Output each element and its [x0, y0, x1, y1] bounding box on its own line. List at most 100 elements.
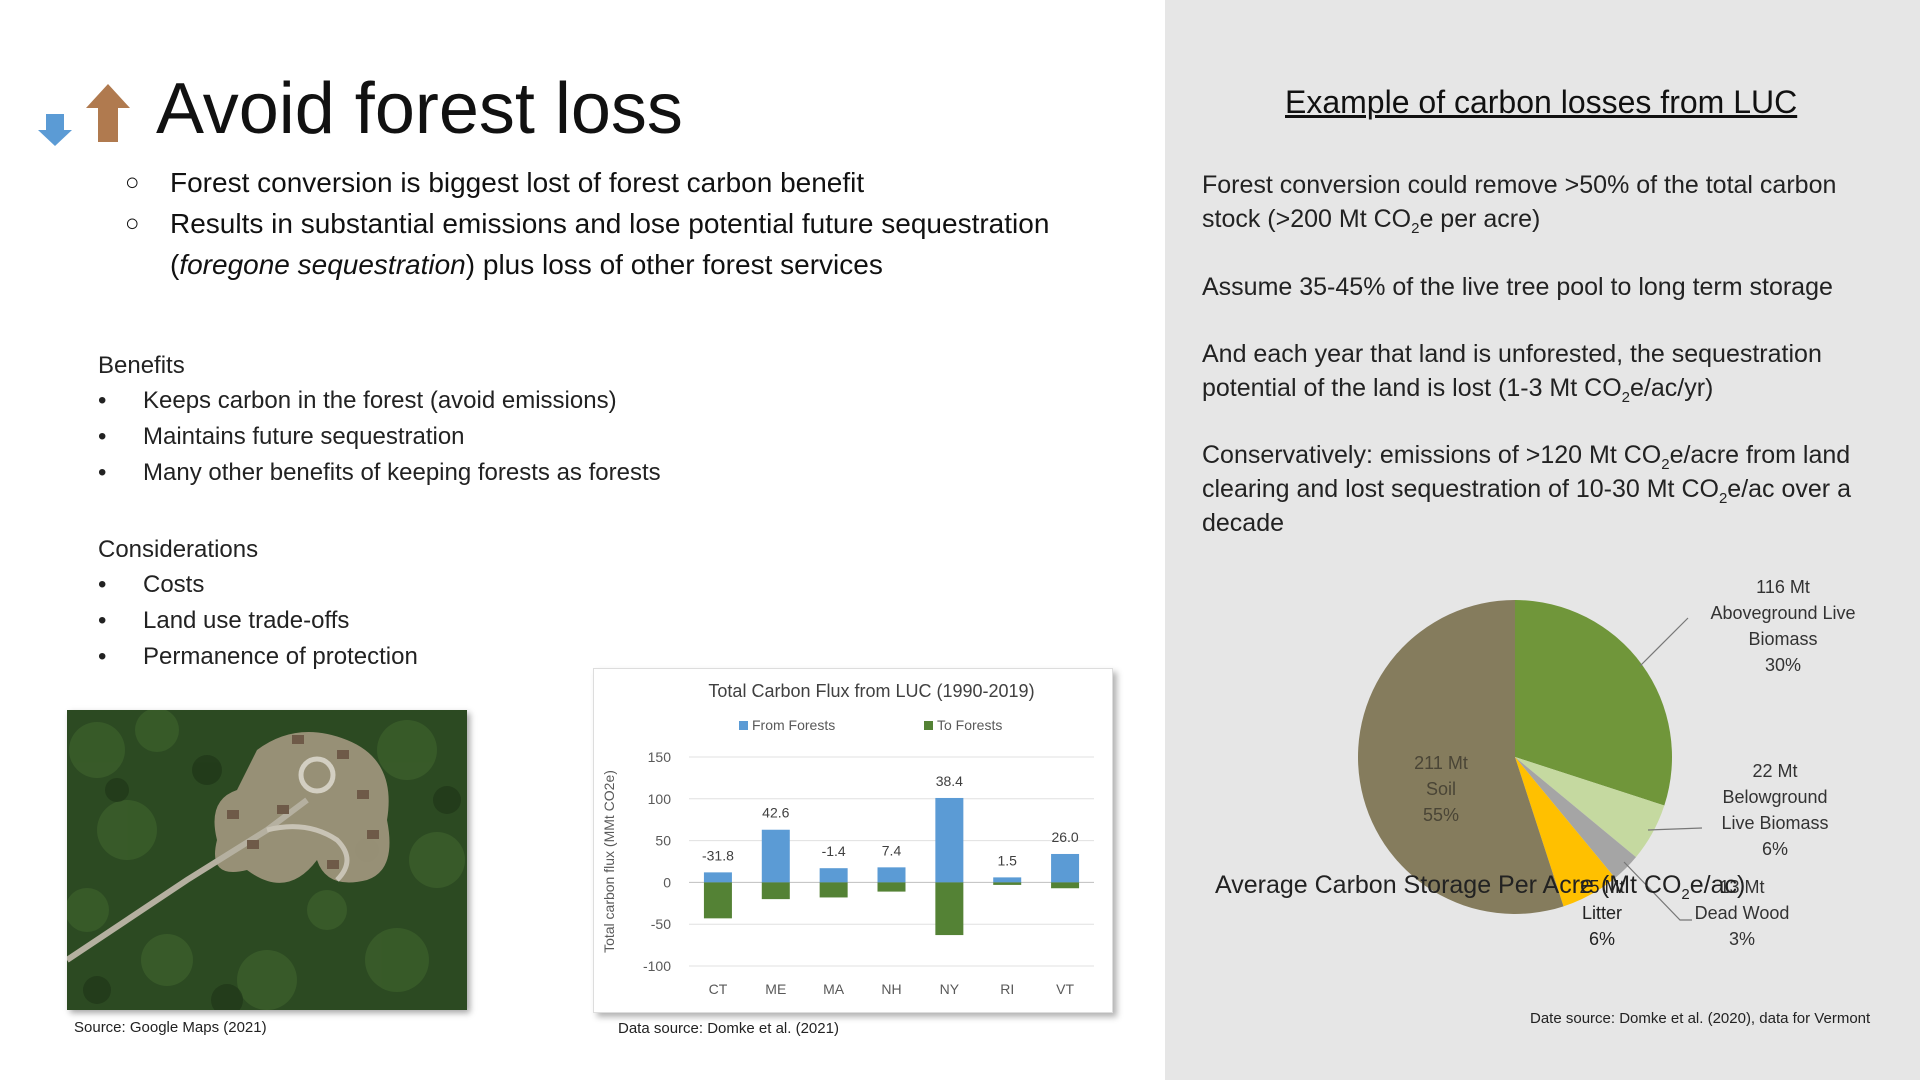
pie-label-line: Litter	[1581, 903, 1623, 923]
bar-to-forests	[935, 882, 964, 936]
aerial-map-image	[67, 710, 467, 1010]
benefits-item: • Many other benefits of keeping forests …	[98, 455, 661, 491]
data-label: 26.0	[1051, 829, 1078, 845]
x-tick-label: MA	[823, 981, 845, 997]
x-tick-label: VT	[1056, 981, 1074, 997]
pie-slice	[1515, 757, 1636, 878]
carbon-storage-pie-chart	[1358, 600, 1672, 914]
right-panel	[1165, 0, 1920, 1080]
legend-swatch	[739, 721, 748, 730]
pie-label-belowground: 22 Mt Belowground Live Biomass 6%	[1700, 758, 1850, 862]
data-label: 7.4	[882, 842, 902, 858]
text-segment: And each year that land is unforested, t…	[1202, 340, 1822, 402]
paragraph-sequestration-loss: And each year that land is unforested, t…	[1202, 337, 1882, 405]
considerations-item-text: Land use trade-offs	[143, 607, 350, 634]
subscript: 2	[1718, 490, 1728, 507]
bar-from-forests	[877, 867, 906, 883]
bar-from-forests	[993, 877, 1022, 883]
intro-item: ○ Results in substantial emissions and lo…	[120, 203, 1120, 285]
pie-label-line: 211 Mt	[1414, 753, 1468, 773]
bar-to-forests	[993, 882, 1022, 885]
bar-to-forests	[819, 882, 848, 898]
text-segment: Average Carbon Storage Per Acre (Mt CO	[1215, 871, 1682, 899]
y-tick-label: 100	[648, 791, 672, 807]
bar-from-forests	[935, 797, 964, 883]
text-segment: e/ac/yr)	[1630, 374, 1714, 402]
pie-label-line: Soil	[1425, 779, 1456, 799]
bar-to-forests	[877, 882, 906, 892]
intro-text-segment: Results in substantial emissions and los…	[170, 208, 1050, 280]
bar-from-forests	[819, 868, 848, 883]
subscript: 2	[1411, 220, 1420, 237]
pie-label-soil: 211 Mt Soil 55%	[1396, 750, 1486, 828]
bar-chart-svg: Total Carbon Flux from LUC (1990-2019) Fr…	[601, 681, 1094, 997]
y-tick-label: 50	[655, 833, 671, 849]
y-axis-label: Total carbon flux (MMt CO2e)	[601, 770, 617, 953]
bullet-icon: •	[98, 387, 107, 414]
bullet-icon: •	[98, 459, 107, 486]
pie-label-aboveground: 116 Mt Aboveground Live Biomass 30%	[1693, 574, 1873, 678]
right-panel-title: Example of carbon losses from LUC	[1285, 84, 1798, 120]
paragraph-conservative-estimate: Conservatively: emissions of >120 Mt CO2…	[1202, 438, 1882, 540]
data-label: -1.4	[822, 843, 846, 859]
pie-label-line: Aboveground Live	[1710, 603, 1856, 623]
intro-text-segment: foregone sequestration	[179, 249, 466, 280]
slide-title: Avoid forest loss	[156, 69, 683, 149]
legend-label: From Forests	[752, 717, 835, 733]
benefits-item-text: Keeps carbon in the forest (avoid emissi…	[143, 387, 617, 414]
intro-text-segment: Forest conversion is biggest lost of for…	[170, 167, 865, 198]
considerations-heading: Considerations	[98, 536, 259, 563]
considerations-item-text: Costs	[143, 571, 205, 598]
text-segment: e per acre)	[1419, 205, 1541, 233]
data-label: 38.4	[936, 773, 963, 789]
pie-slice	[1515, 757, 1616, 907]
pie-label-dead-wood: 13 Mt Dead Wood 3%	[1682, 874, 1802, 952]
benefits-item-text: Maintains future sequestration	[143, 423, 465, 450]
pie-leader-lines	[1623, 617, 1703, 921]
pie-label-line: 3%	[1728, 929, 1755, 949]
bar-to-forests	[761, 882, 790, 900]
pie-label-line: 25 Mt	[1579, 877, 1625, 897]
text-segment: Forest conversion could remove >50% of t…	[1202, 171, 1837, 233]
x-tick-label: CT	[709, 981, 728, 997]
pie-label-line: 55%	[1422, 805, 1460, 825]
text-segment: Conservatively: emissions of >120 Mt CO	[1202, 441, 1662, 469]
benefits-heading: Benefits	[98, 352, 185, 379]
bullet-icon: •	[98, 571, 107, 598]
text-segment: e/acre from land clearing and lost seque…	[1202, 441, 1851, 503]
arrow-up-icon	[86, 84, 130, 142]
pie-label-line: 13 Mt	[1719, 877, 1765, 897]
carbon-flux-chart: Total Carbon Flux from LUC (1990-2019) Fr…	[593, 668, 1113, 1013]
pie-chart-title: Average Carbon Storage Per Acre (Mt CO2e…	[1215, 868, 1745, 902]
y-tick-label: -100	[643, 958, 671, 974]
y-tick-label: 0	[663, 874, 671, 890]
benefits-item-text: Many other benefits of keeping forests a…	[143, 459, 661, 486]
data-label: -31.8	[702, 847, 734, 863]
text-segment: e/ac)	[1689, 871, 1746, 899]
bar-to-forests	[1051, 882, 1080, 889]
pie-label-line: 6%	[1588, 929, 1615, 949]
legend-label: To Forests	[937, 717, 1002, 733]
right-panel-source: Date source: Domke et al. (2020), data f…	[1530, 1010, 1871, 1027]
photo-caption: Source: Google Maps (2021)	[74, 1019, 267, 1036]
circle-bullet-icon: ○	[125, 169, 140, 196]
considerations-item: • Land use trade-offs	[98, 603, 418, 639]
y-tick-label: 150	[648, 749, 672, 765]
pie-label-litter: 25 Mt Litter 6%	[1562, 874, 1642, 952]
intro-text-segment: ) plus loss of other forest services	[465, 249, 883, 280]
benefits-item: • Maintains future sequestration	[98, 419, 661, 455]
bar-from-forests	[1051, 853, 1080, 883]
considerations-item: • Permanence of protection	[98, 639, 418, 675]
subscript: 2	[1661, 456, 1670, 473]
pie-label-line: 116 Mt	[1756, 577, 1810, 597]
benefits-item: • Keeps carbon in the forest (avoid emiss…	[98, 383, 661, 419]
arrow-down-icon	[38, 114, 72, 146]
bar-to-forests	[703, 882, 732, 919]
paragraph-forest-conversion: Forest conversion could remove >50% of t…	[1202, 168, 1882, 236]
text-segment: e/ac over a decade	[1202, 475, 1851, 537]
pie-slice	[1515, 600, 1672, 806]
pie-label-line: Biomass	[1748, 629, 1818, 649]
bullet-icon: •	[98, 607, 107, 634]
legend-swatch	[924, 721, 933, 730]
up-down-arrows-icon	[38, 84, 130, 146]
